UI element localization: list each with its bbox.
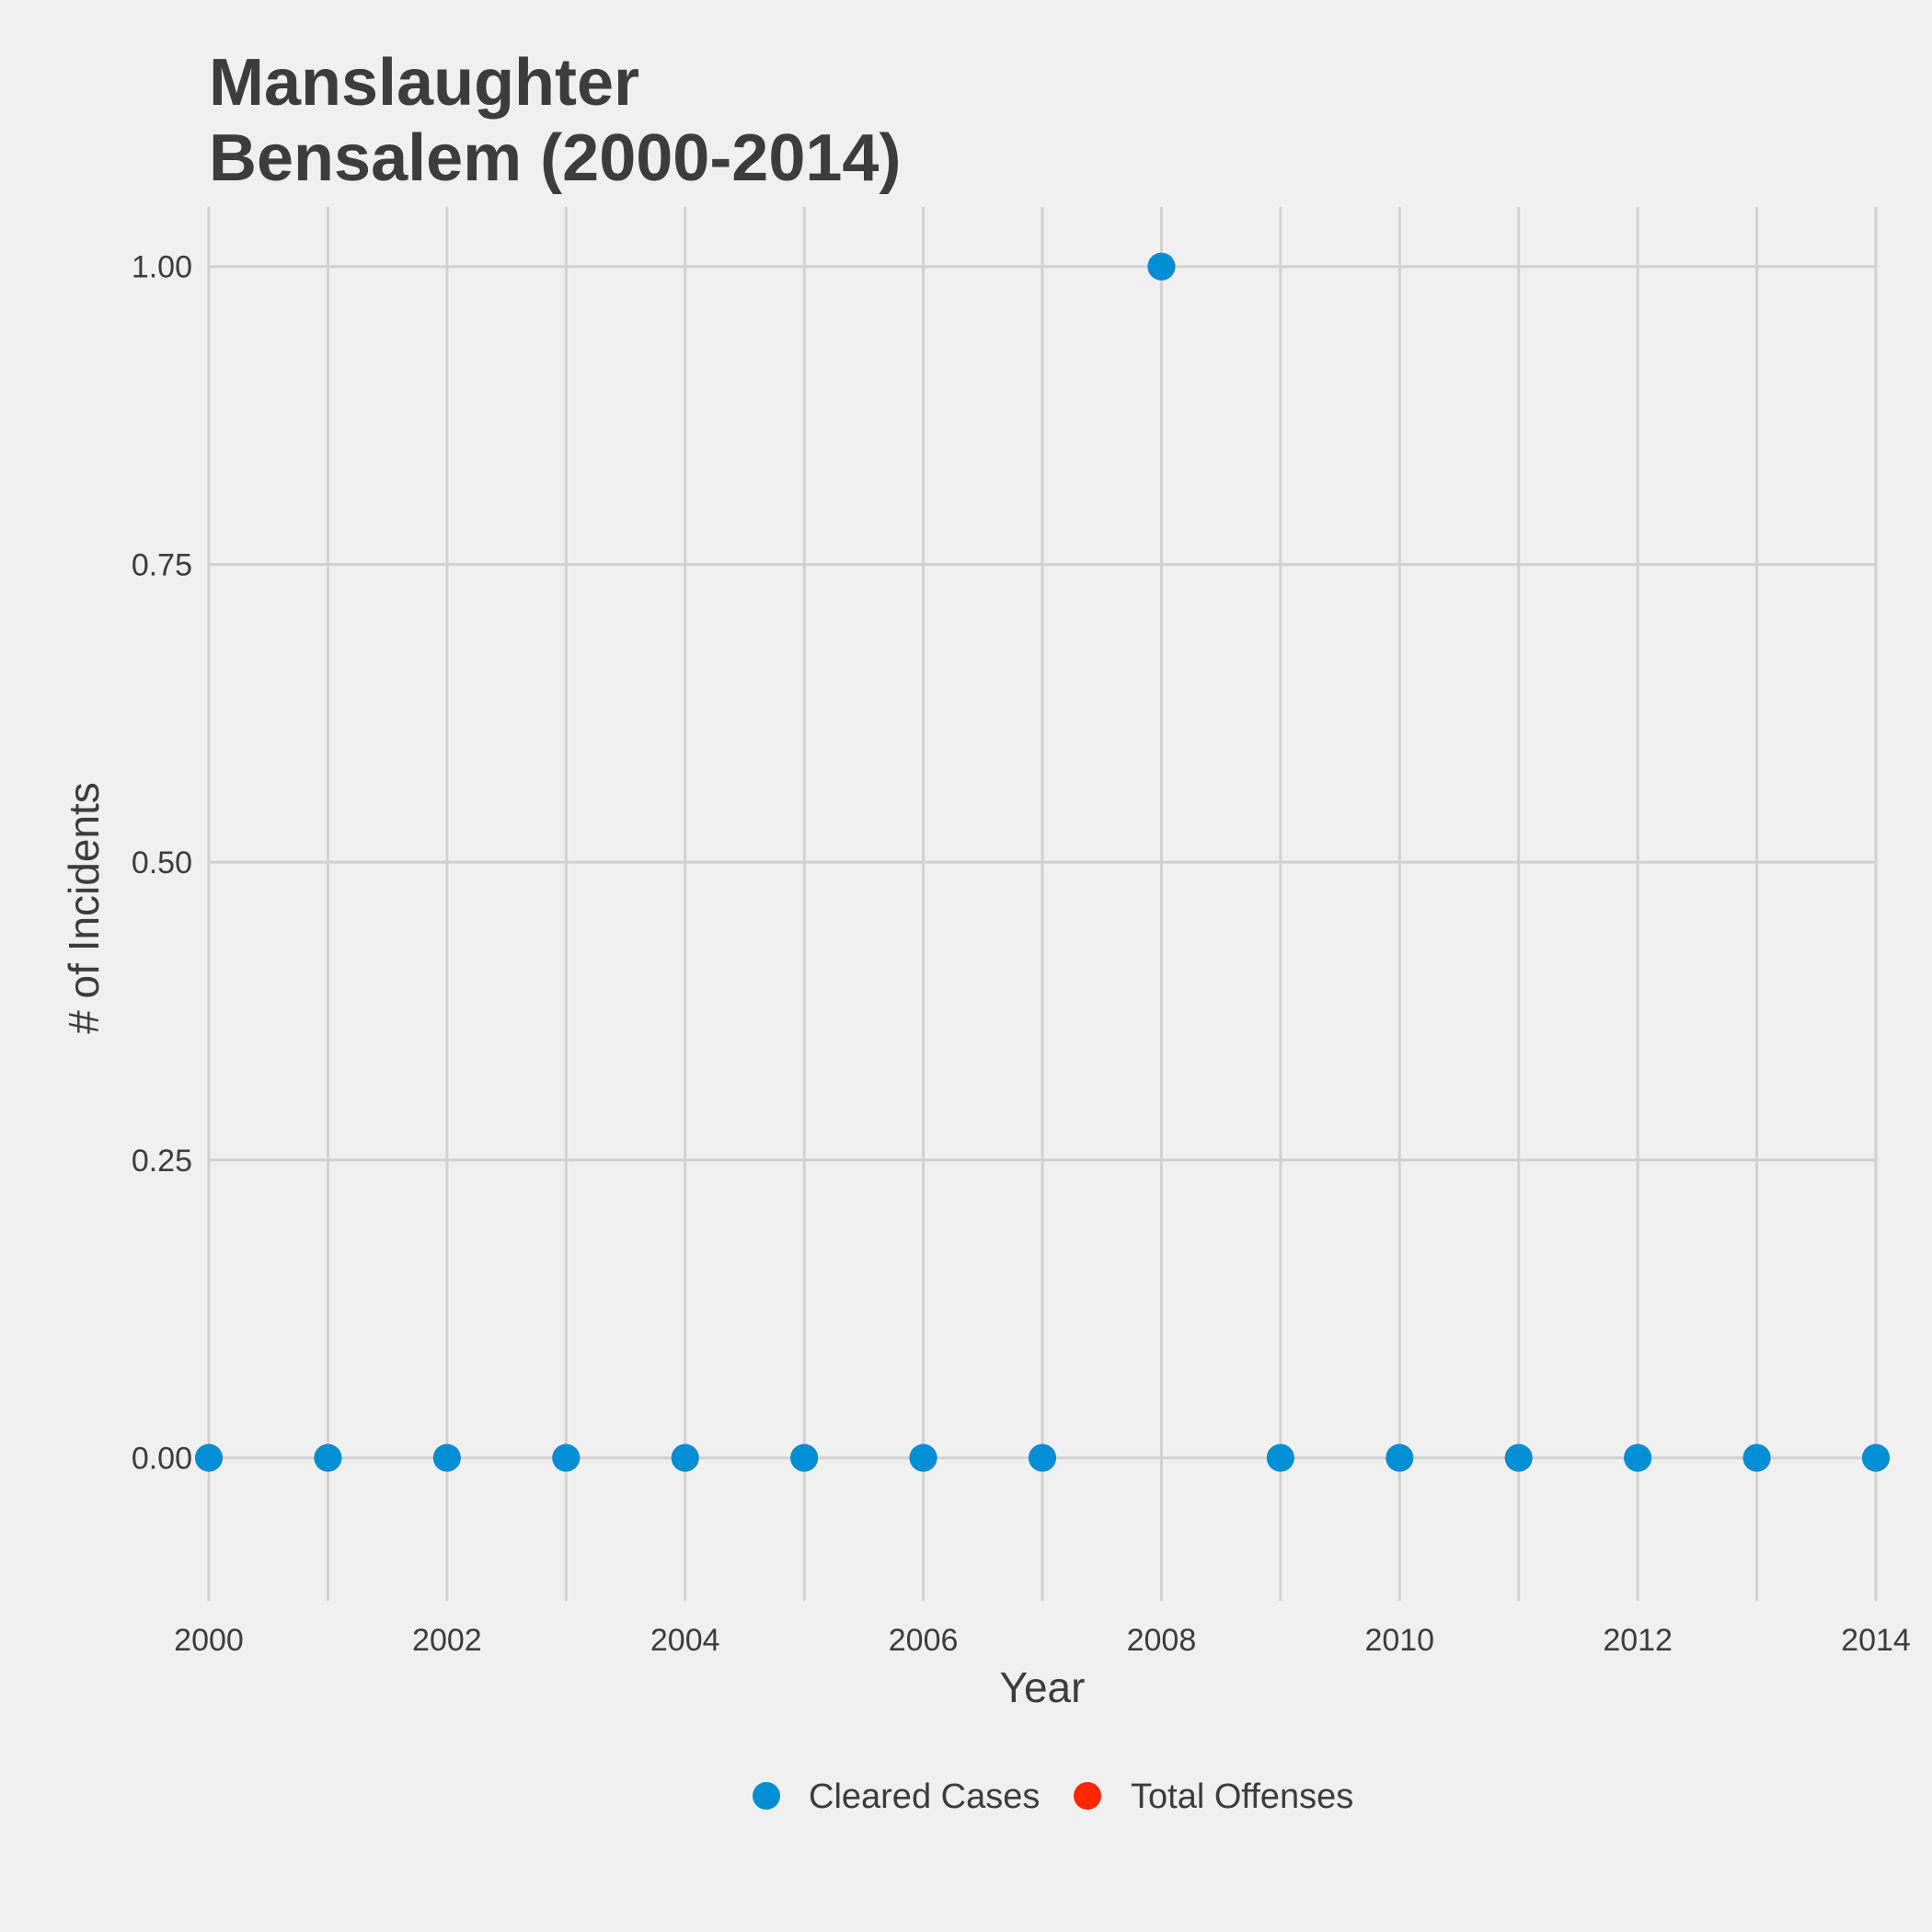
x-tick-label: 2008	[1127, 1623, 1197, 1658]
legend-marker	[1074, 1782, 1101, 1810]
data-point-cleared-cases	[432, 1443, 461, 1472]
data-point-cleared-cases	[790, 1443, 819, 1472]
data-point-cleared-cases	[1266, 1443, 1294, 1472]
x-tick-label: 2000	[174, 1623, 244, 1658]
x-tick-label: 2002	[412, 1623, 482, 1658]
y-axis-title: # of Incidents	[60, 782, 108, 1034]
data-points	[195, 252, 1890, 1472]
chart-title-line-1: Manslaughter	[209, 46, 639, 120]
data-point-cleared-cases	[195, 1443, 223, 1472]
y-tick-label: 1.00	[132, 250, 192, 285]
legend-label: Total Offenses	[1131, 1777, 1353, 1816]
data-point-cleared-cases	[1742, 1443, 1771, 1472]
x-axis-tick-labels: 2000 2002 2004 2006 2008 2010 2012 2014	[174, 1623, 1911, 1658]
data-point-cleared-cases	[909, 1443, 937, 1472]
data-point-cleared-cases	[1029, 1443, 1056, 1472]
data-point-cleared-cases	[1862, 1443, 1890, 1472]
chart-title: Manslaughter Bensalem (2000-2014)	[209, 46, 901, 195]
x-tick-label: 2004	[650, 1623, 720, 1658]
legend-label: Cleared Cases	[809, 1777, 1040, 1816]
data-point-cleared-cases	[1147, 252, 1176, 281]
x-axis-title: Year	[1000, 1663, 1086, 1711]
x-tick-label: 2006	[889, 1623, 959, 1658]
legend: Cleared Cases Total Offenses	[753, 1777, 1353, 1816]
legend-marker	[753, 1782, 780, 1810]
data-point-cleared-cases	[314, 1443, 342, 1472]
data-point-cleared-cases	[1386, 1443, 1414, 1472]
vertical-gridlines	[207, 207, 1878, 1601]
y-axis-tick-labels: 0.00 0.25 0.50 0.75 1.00	[132, 250, 192, 1477]
y-tick-label: 0.25	[132, 1144, 192, 1179]
data-point-cleared-cases	[552, 1443, 581, 1472]
chart-title-line-2: Bensalem (2000-2014)	[209, 121, 901, 195]
y-tick-label: 0.50	[132, 845, 192, 880]
data-point-cleared-cases	[1624, 1443, 1652, 1472]
data-point-cleared-cases	[1504, 1443, 1533, 1472]
x-tick-label: 2014	[1841, 1623, 1911, 1658]
y-tick-label: 0.00	[132, 1442, 192, 1477]
y-tick-label: 0.75	[132, 547, 192, 582]
data-point-cleared-cases	[671, 1443, 699, 1472]
x-tick-label: 2010	[1364, 1623, 1434, 1658]
x-tick-label: 2012	[1603, 1623, 1673, 1658]
